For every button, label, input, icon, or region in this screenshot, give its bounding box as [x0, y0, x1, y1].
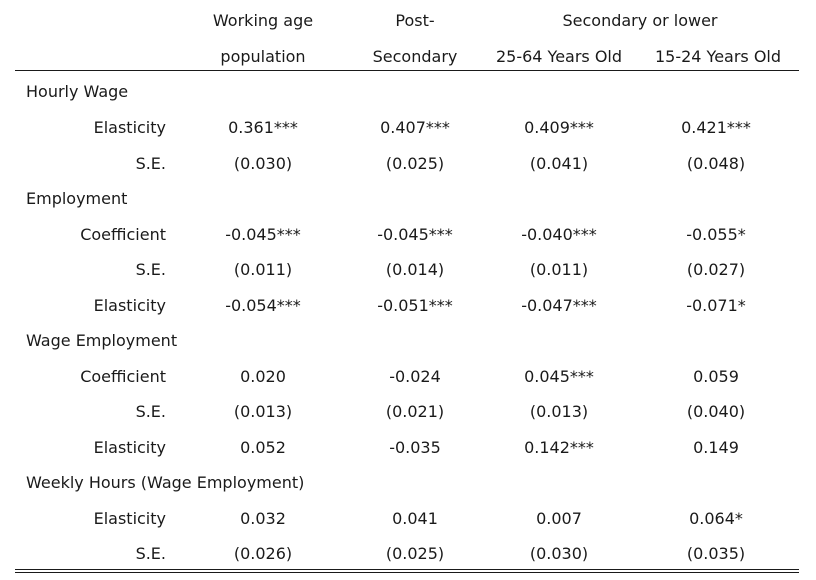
section-title-weekly-hours: Weekly Hours (Wage Employment) [26, 473, 305, 492]
table-cell: (0.048) [686, 154, 746, 173]
header-col1-line1: Working age [212, 11, 314, 30]
section-title-wage-employment: Wage Employment [26, 331, 178, 350]
table-cell: 0.409*** [524, 118, 594, 137]
table-cell: -0.054*** [225, 296, 301, 315]
table-cell: -0.040*** [521, 225, 597, 244]
table-cell: (0.013) [529, 402, 589, 421]
bottom-rule-lower [15, 572, 799, 573]
table-cell: 0.142*** [524, 438, 594, 457]
table-cell: 0.149 [693, 438, 739, 457]
table-cell: 0.052 [240, 438, 286, 457]
table-cell: 0.045*** [524, 367, 594, 386]
header-col2-line1: Post- [395, 11, 435, 30]
row-label: Elasticity [93, 509, 166, 528]
table-cell: 0.020 [240, 367, 286, 386]
table-cell: (0.035) [686, 544, 746, 563]
table-cell: 0.361*** [228, 118, 298, 137]
table-cell: 0.407*** [380, 118, 450, 137]
header-rule [15, 70, 799, 71]
section-title-employment: Employment [26, 189, 128, 208]
table-cell: -0.035 [389, 438, 441, 457]
row-label: Elasticity [93, 296, 166, 315]
table-cell: 0.064* [689, 509, 743, 528]
table-cell: (0.011) [233, 260, 293, 279]
header-group-secondary-or-lower: Secondary or lower [562, 11, 718, 30]
table-cell: (0.030) [529, 544, 589, 563]
row-label: S.E. [135, 402, 166, 421]
table-cell: (0.041) [529, 154, 589, 173]
row-label: Coefficient [80, 367, 166, 386]
row-label: S.E. [135, 154, 166, 173]
table-cell: -0.071* [686, 296, 746, 315]
header-col3: 25-64 Years Old [495, 47, 623, 66]
table-cell: (0.013) [233, 402, 293, 421]
table-cell: (0.025) [385, 154, 445, 173]
table-cell: (0.030) [233, 154, 293, 173]
table-cell: -0.047*** [521, 296, 597, 315]
table-cell: -0.055* [686, 225, 746, 244]
table-cell: (0.011) [529, 260, 589, 279]
table-cell: (0.027) [686, 260, 746, 279]
table-cell: 0.007 [536, 509, 582, 528]
table-cell: -0.051*** [377, 296, 453, 315]
table-cell: 0.421*** [681, 118, 751, 137]
row-label: S.E. [135, 260, 166, 279]
table-cell: -0.045*** [225, 225, 301, 244]
table-cell: 0.059 [693, 367, 739, 386]
table-cell: (0.025) [385, 544, 445, 563]
header-col2-line2: Secondary [372, 47, 458, 66]
row-label: Elasticity [93, 438, 166, 457]
table-cell: (0.021) [385, 402, 445, 421]
table-cell: 0.041 [392, 509, 438, 528]
table-cell: (0.026) [233, 544, 293, 563]
table-cell: 0.032 [240, 509, 286, 528]
table-cell: -0.024 [389, 367, 441, 386]
header-col1-line2: population [220, 47, 306, 66]
table-cell: -0.045*** [377, 225, 453, 244]
section-title-hourly-wage: Hourly Wage [26, 82, 129, 101]
row-label: Coefficient [80, 225, 166, 244]
header-col4: 15-24 Years Old [654, 47, 782, 66]
table-cell: (0.014) [385, 260, 445, 279]
bottom-rule-upper [15, 569, 799, 570]
row-label: S.E. [135, 544, 166, 563]
row-label: Elasticity [93, 118, 166, 137]
table-cell: (0.040) [686, 402, 746, 421]
